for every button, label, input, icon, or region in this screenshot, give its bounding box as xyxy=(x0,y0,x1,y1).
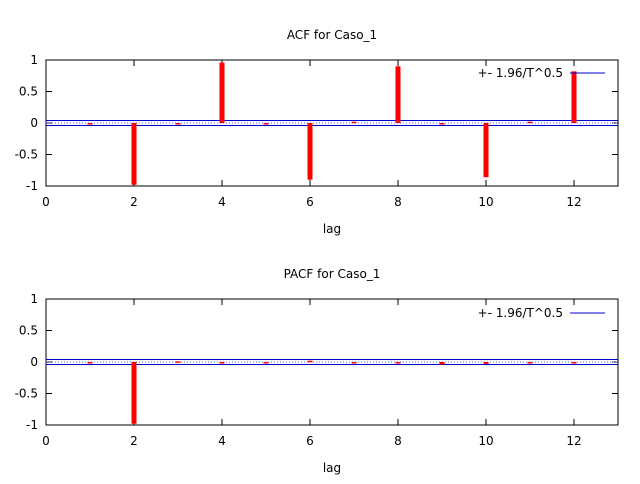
pacf-bar-lag-9 xyxy=(439,362,445,365)
acf-title: ACF for Caso_1 xyxy=(287,28,377,42)
pacf-xtick-label-0: 0 xyxy=(42,434,50,448)
acf-xtick-label-1: 2 xyxy=(130,195,138,209)
pacf-legend-label: +- 1.96/T^0.5 xyxy=(478,306,563,320)
pacf-bar-lag-3 xyxy=(175,361,181,363)
acf-plot-content: 1 0.5 0 -0.5 -1 0 2 4 6 8 10 12 xyxy=(15,53,618,209)
pacf-xtick-label-1: 2 xyxy=(130,434,138,448)
acf-bar-lag-8 xyxy=(395,66,401,123)
acf-ytick-label-3: -0.5 xyxy=(15,148,38,162)
acf-bar-lag-4 xyxy=(219,62,225,123)
pacf-bar-lag-6 xyxy=(307,360,313,363)
acf-bar-lag-3 xyxy=(175,123,181,125)
acf-bar-lag-2 xyxy=(131,123,137,185)
pacf-ytick-label-2: 0 xyxy=(30,355,38,369)
acf-legend-label: +- 1.96/T^0.5 xyxy=(478,66,563,80)
pacf-xtick-label-6: 12 xyxy=(566,434,581,448)
pacf-xtick-label-4: 8 xyxy=(394,434,402,448)
pacf-xtick-label-2: 4 xyxy=(218,434,226,448)
acf-xtick-label-0: 0 xyxy=(42,195,50,209)
pacf-xtick-label-5: 10 xyxy=(478,434,493,448)
acf-ytick-label-0: 1 xyxy=(30,53,38,67)
acf-bar-lag-5 xyxy=(263,123,269,125)
acf-bar-lag-10 xyxy=(483,123,489,178)
pacf-bar-lag-5 xyxy=(263,362,269,364)
pacf-xlabel: lag xyxy=(323,461,341,475)
acf-bar-lag-1 xyxy=(87,123,93,125)
acf-bar-lag-9 xyxy=(439,123,445,125)
pacf-bar-lag-1 xyxy=(87,362,93,364)
acf-bar-lag-6 xyxy=(307,123,313,180)
acf-xtick-label-6: 12 xyxy=(566,195,581,209)
pacf-plot-content: 1 0.5 0 -0.5 -1 0 2 4 6 8 10 12 xyxy=(15,292,618,448)
pacf-bar-lag-10 xyxy=(483,362,489,364)
acf-xtick-label-5: 10 xyxy=(478,195,493,209)
pacf-ytick-label-3: -0.5 xyxy=(15,387,38,401)
acf-ytick-label-2: 0 xyxy=(30,116,38,130)
pacf-bar-lag-7 xyxy=(351,362,357,364)
pacf-ytick-label-0: 1 xyxy=(30,292,38,306)
pacf-xtick-label-3: 6 xyxy=(306,434,314,448)
acf-bar-lag-11 xyxy=(527,121,533,124)
pacf-bar-lag-2 xyxy=(131,362,137,424)
pacf-bar-lag-12 xyxy=(571,362,577,364)
acf-xtick-label-4: 8 xyxy=(394,195,402,209)
acf-ytick-label-1: 0.5 xyxy=(19,85,38,99)
acf-xtick-label-2: 4 xyxy=(218,195,226,209)
acf-ytick-label-4: -1 xyxy=(26,179,38,193)
acf-xtick-label-3: 6 xyxy=(306,195,314,209)
acf-bar-lag-7 xyxy=(351,121,357,124)
acf-xlabel: lag xyxy=(323,222,341,236)
pacf-title: PACF for Caso_1 xyxy=(284,267,381,281)
acf-panel: ACF for Caso_1 10.50-0.5-10 2 4 6 8 10 12 lag … xyxy=(15,28,619,236)
acf-bar-lag-12 xyxy=(571,71,577,123)
pacf-ytick-label-4: -1 xyxy=(26,418,38,432)
pacf-bar-lag-11 xyxy=(527,362,533,364)
pacf-bar-lag-4 xyxy=(219,362,225,364)
pacf-panel: PACF for Caso_1 1 0.5 0 -0.5 -1 0 2 4 6 8 10 12 lag… xyxy=(15,267,619,475)
pacf-ytick-label-1: 0.5 xyxy=(19,324,38,338)
pacf-bar-lag-8 xyxy=(395,362,401,364)
